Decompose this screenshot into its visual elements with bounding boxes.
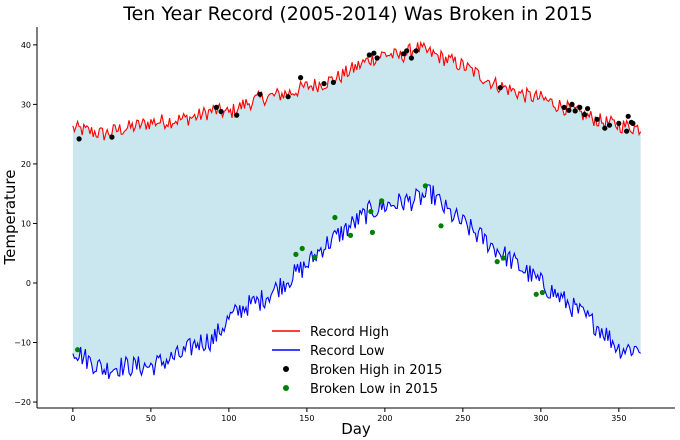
- x-tick-label: 350: [611, 414, 626, 423]
- broken-high-point: [408, 55, 414, 61]
- broken-high-point: [624, 128, 630, 134]
- legend: Record High Record Low Broken High in 2015…: [272, 325, 442, 397]
- broken-low-point: [533, 291, 539, 297]
- broken-low-point: [293, 251, 299, 257]
- broken-high-point: [585, 106, 591, 112]
- y-tick-label: −20: [14, 398, 31, 407]
- broken-low-point: [368, 208, 374, 215]
- broken-low-point: [347, 232, 354, 238]
- y-tick-label: 0: [26, 279, 31, 288]
- broken-high-point: [572, 108, 578, 114]
- broken-low-point: [332, 214, 338, 221]
- legend-swatch-broken-low-in-2015: [283, 385, 289, 391]
- y-tick-label: 40: [21, 41, 31, 50]
- legend-swatch-broken-high-in-2015: [283, 366, 289, 372]
- chart-title: Ten Year Record (2005-2014) Was Broken i…: [122, 3, 593, 25]
- broken-high-point: [366, 52, 372, 58]
- x-tick-label: 200: [377, 414, 392, 423]
- broken-high-point: [218, 108, 224, 115]
- y-axis-label: Temperature: [1, 169, 19, 265]
- broken-high-point: [109, 134, 115, 140]
- broken-high-point: [581, 111, 588, 118]
- broken-high-point: [569, 101, 575, 107]
- broken-high-point: [285, 94, 291, 100]
- broken-high-point: [413, 48, 419, 54]
- broken-high-point: [257, 91, 263, 97]
- record-low-line: [72, 184, 641, 379]
- x-tick-label: 100: [221, 414, 236, 423]
- broken-high-point: [630, 120, 636, 126]
- broken-low-point: [438, 223, 444, 229]
- broken-low-point: [369, 229, 375, 235]
- broken-high-point: [371, 50, 377, 56]
- x-axis-label: Day: [341, 420, 371, 438]
- broken-high-point: [404, 48, 410, 54]
- y-tick-label: 20: [21, 160, 31, 169]
- broken-high-point: [606, 122, 613, 128]
- legend-label-broken-low-in-2015: Broken Low in 2015: [310, 382, 438, 397]
- broken-low-point: [299, 245, 305, 252]
- broken-high-point: [566, 107, 572, 113]
- broken-high-point: [497, 85, 503, 91]
- broken-low-point: [539, 289, 546, 296]
- legend-label-record-high: Record High: [310, 325, 389, 340]
- broken-high-point: [213, 104, 219, 110]
- y-tick-label: 30: [21, 100, 31, 109]
- broken-high-point: [321, 81, 327, 87]
- broken-high-point: [616, 120, 622, 126]
- broken-high-point: [625, 113, 631, 119]
- x-tick-label: 150: [299, 414, 314, 423]
- broken-low-point: [312, 254, 318, 260]
- x-tick-label: 50: [146, 414, 156, 423]
- legend-label-broken-high-in-2015: Broken High in 2015: [310, 363, 442, 378]
- broken-low-point: [75, 347, 81, 353]
- y-axis-ticks: −20 −10 0 10 20 30 40: [14, 41, 37, 407]
- broken-high-point: [602, 125, 608, 131]
- broken-high-point: [234, 112, 240, 118]
- broken-low-point: [422, 183, 428, 189]
- broken-low-point: [379, 198, 385, 204]
- y-tick-label: 10: [21, 219, 31, 228]
- broken-low-point: [500, 255, 506, 261]
- x-axis-ticks: 0 50 100 150 200 250 300 350: [70, 408, 626, 423]
- x-tick-label: 0: [70, 414, 75, 423]
- x-tick-label: 300: [533, 414, 548, 423]
- x-tick-label: 250: [455, 414, 470, 423]
- broken-high-point: [594, 116, 600, 122]
- broken-high-point: [374, 55, 380, 61]
- record-high-line: [72, 40, 642, 141]
- broken-high-point: [298, 75, 304, 81]
- y-tick-label: −10: [14, 339, 31, 348]
- plot-area: [72, 40, 642, 379]
- broken-high-point: [330, 79, 336, 85]
- record-range-band: [72, 42, 641, 379]
- broken-high-point: [76, 136, 82, 142]
- broken-high-point: [577, 104, 583, 110]
- broken-low-point: [494, 259, 500, 265]
- broken-high-point: [561, 104, 567, 110]
- legend-label-record-low: Record Low: [310, 344, 385, 359]
